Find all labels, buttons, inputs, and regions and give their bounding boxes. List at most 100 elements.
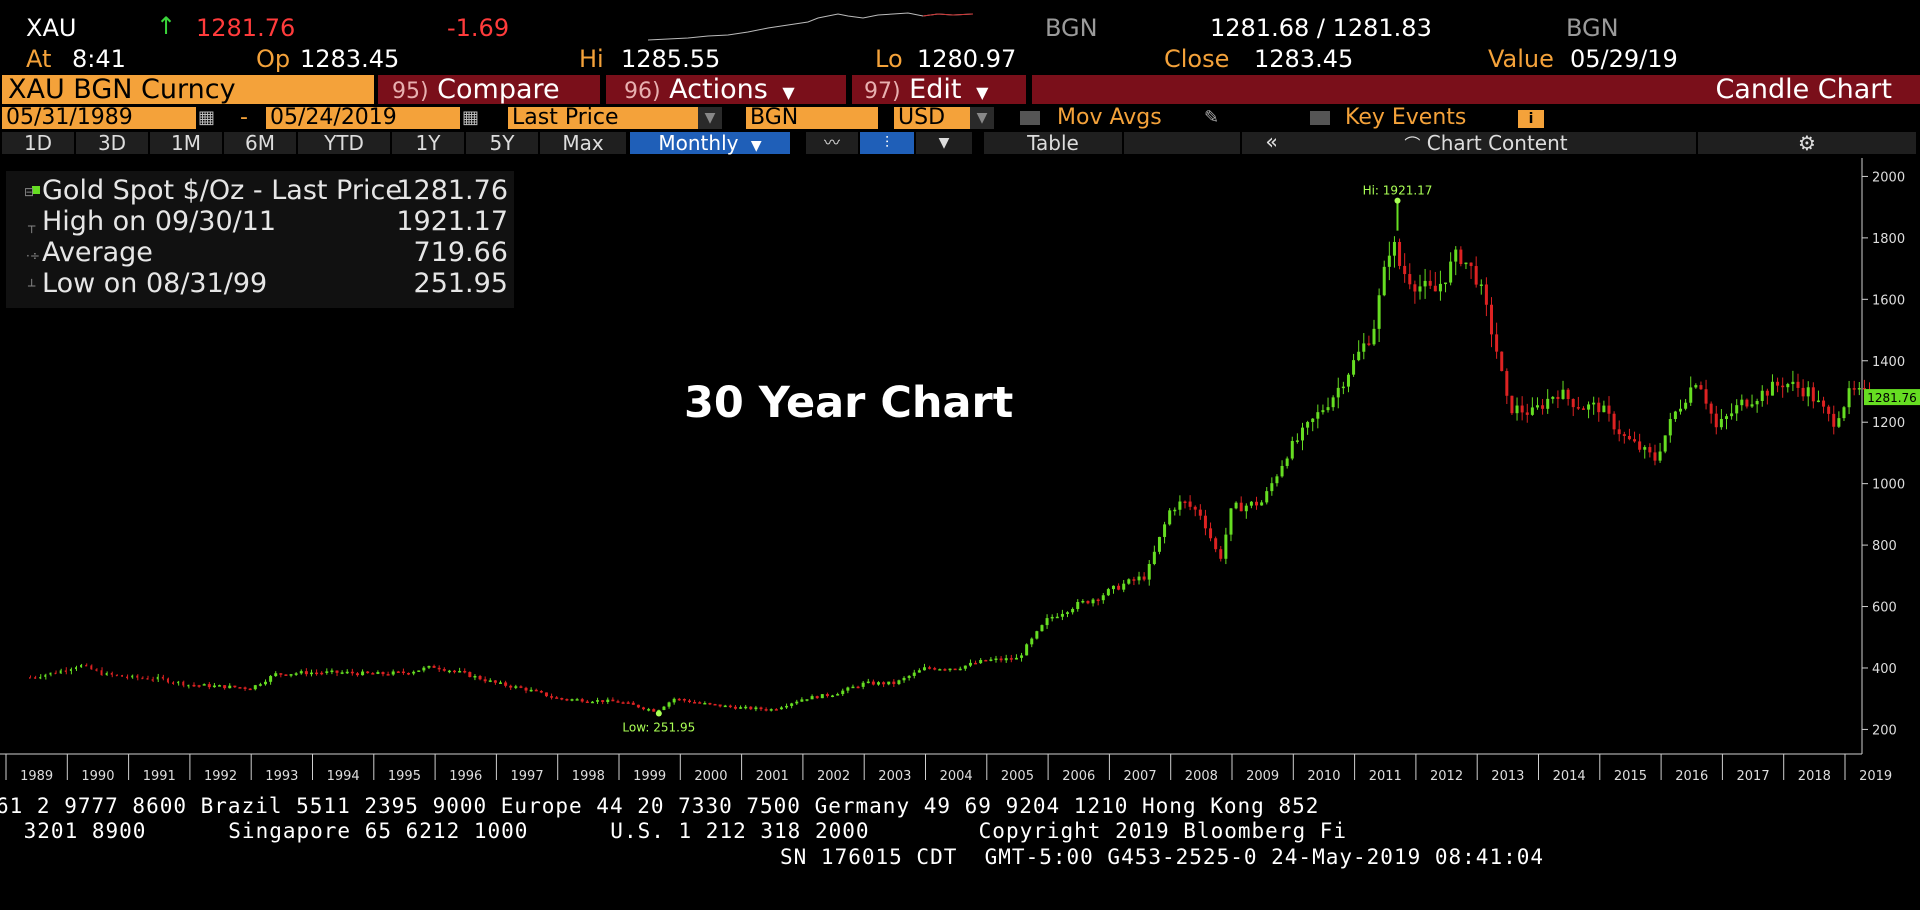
x-tick-label: 2005 [1001,769,1034,784]
source-selector[interactable]: BGN [746,107,878,129]
candle-chart-icon[interactable]: ⫶ [860,132,914,154]
high-marker-icon: ┬ [28,219,36,233]
candle-body [1096,599,1100,602]
candle-body [1418,286,1422,292]
actions-menu[interactable]: 96) Actions ▼ [606,75,846,104]
candle-body [733,706,737,709]
candle-body [590,701,594,704]
tab-1d[interactable]: 1D [2,132,74,154]
candle-body [1106,589,1110,596]
tab-max[interactable]: Max [540,132,626,154]
candle-body [391,671,395,675]
candle-body [1520,405,1524,413]
chart-content-button[interactable]: ⌒ Chart Content [1276,132,1696,154]
candle-body [69,669,72,671]
mov-avgs-checkbox[interactable] [1020,111,1040,125]
candle-body [1423,280,1427,287]
period-selector[interactable]: Monthly ▼ [630,132,790,154]
start-date-field[interactable]: 05/31/1989 [2,107,196,129]
candle-body [1009,658,1013,660]
candle-body [1719,418,1723,428]
candle-body [1668,419,1672,436]
candle-body [473,675,477,678]
candle-body [1285,458,1289,466]
candle-body [371,673,375,675]
candle-body [1295,440,1299,442]
legend-row-high: High on 09/30/11 1921.17 [42,206,508,237]
candle-body [1750,404,1754,407]
candle-body [85,664,87,667]
legend-value: 719.66 [413,237,508,268]
candle-body [759,707,763,710]
pencil-icon[interactable]: ✎ [1204,107,1220,128]
chevron-down-icon[interactable]: ▼ [698,107,722,129]
candle-body [207,684,211,688]
candle-body [238,687,242,689]
y-tick-label: 200 [1872,723,1897,738]
candle-body [54,672,57,675]
candle-body [141,677,143,680]
currency-selector[interactable]: USD [894,107,972,129]
at-label: At [26,45,52,73]
tab-3d[interactable]: 3D [76,132,148,154]
x-tick-label: 2006 [1062,769,1095,784]
candle-body [1612,413,1616,430]
candle-body [1300,427,1304,441]
candle-body [1847,388,1851,408]
candle-body [279,673,283,675]
candle-body [1638,441,1642,450]
candle-body [126,676,128,679]
candle-body [1581,408,1585,410]
candle-body [1331,397,1335,408]
candle-body [1387,255,1391,267]
candle-body [95,669,97,671]
gear-icon[interactable]: ⚙ [1698,132,1916,154]
candle-body [437,667,441,670]
tab-6m[interactable]: 6M [224,132,296,154]
candle-body [611,699,615,702]
tab-1y[interactable]: 1Y [392,132,464,154]
field-selector[interactable]: Last Price [508,107,700,129]
candle-chart[interactable]: 200 400 600 800 1000 1200 1400 1600 1800 2000 198… [0,158,1920,790]
series-swatch [32,186,40,194]
end-date-field[interactable]: 05/24/2019 [266,107,460,129]
candle-body [897,680,901,685]
candle-body [1280,465,1284,477]
candle-body [218,685,222,687]
candle-body [463,670,467,673]
info-icon[interactable]: i [1518,110,1544,128]
candle-body [100,670,103,676]
tab-ytd[interactable]: YTD [298,132,390,154]
candle-body [1040,625,1044,632]
table-button[interactable]: Table [984,132,1122,154]
y-tick-label: 1600 [1872,293,1905,308]
line-chart-icon[interactable]: 〰 [806,132,858,154]
calendar-icon[interactable]: ▦ [198,107,216,128]
candle-body [877,682,881,685]
tab-5y[interactable]: 5Y [466,132,538,154]
candle-body [1178,501,1182,510]
candle-body [49,672,51,675]
candle-body [1101,595,1105,601]
key-events-checkbox[interactable] [1310,111,1330,125]
candle-body [1556,396,1560,399]
candle-body [524,687,528,691]
candle-body [1352,360,1356,375]
compare-button[interactable]: 95) Compare [378,75,600,104]
candle-body [820,694,824,699]
candle-body [1346,374,1350,387]
candle-body [1510,395,1514,414]
candle-body [723,705,727,708]
chevron-down-icon[interactable]: ▼ [916,132,972,154]
candle-body [544,692,548,697]
tab-1m[interactable]: 1M [150,132,222,154]
edit-menu[interactable]: 97) Edit ▼ [852,75,1026,104]
candle-body [1515,405,1519,414]
source-label: BGN [1045,14,1098,42]
security-field[interactable]: XAU BGN Curncy [2,75,374,104]
chevron-down-icon[interactable]: ▼ [970,107,994,129]
calendar-icon[interactable]: ▦ [462,107,480,128]
candle-body [1806,387,1810,397]
candle-body [1014,657,1018,660]
candle-body [294,673,298,675]
